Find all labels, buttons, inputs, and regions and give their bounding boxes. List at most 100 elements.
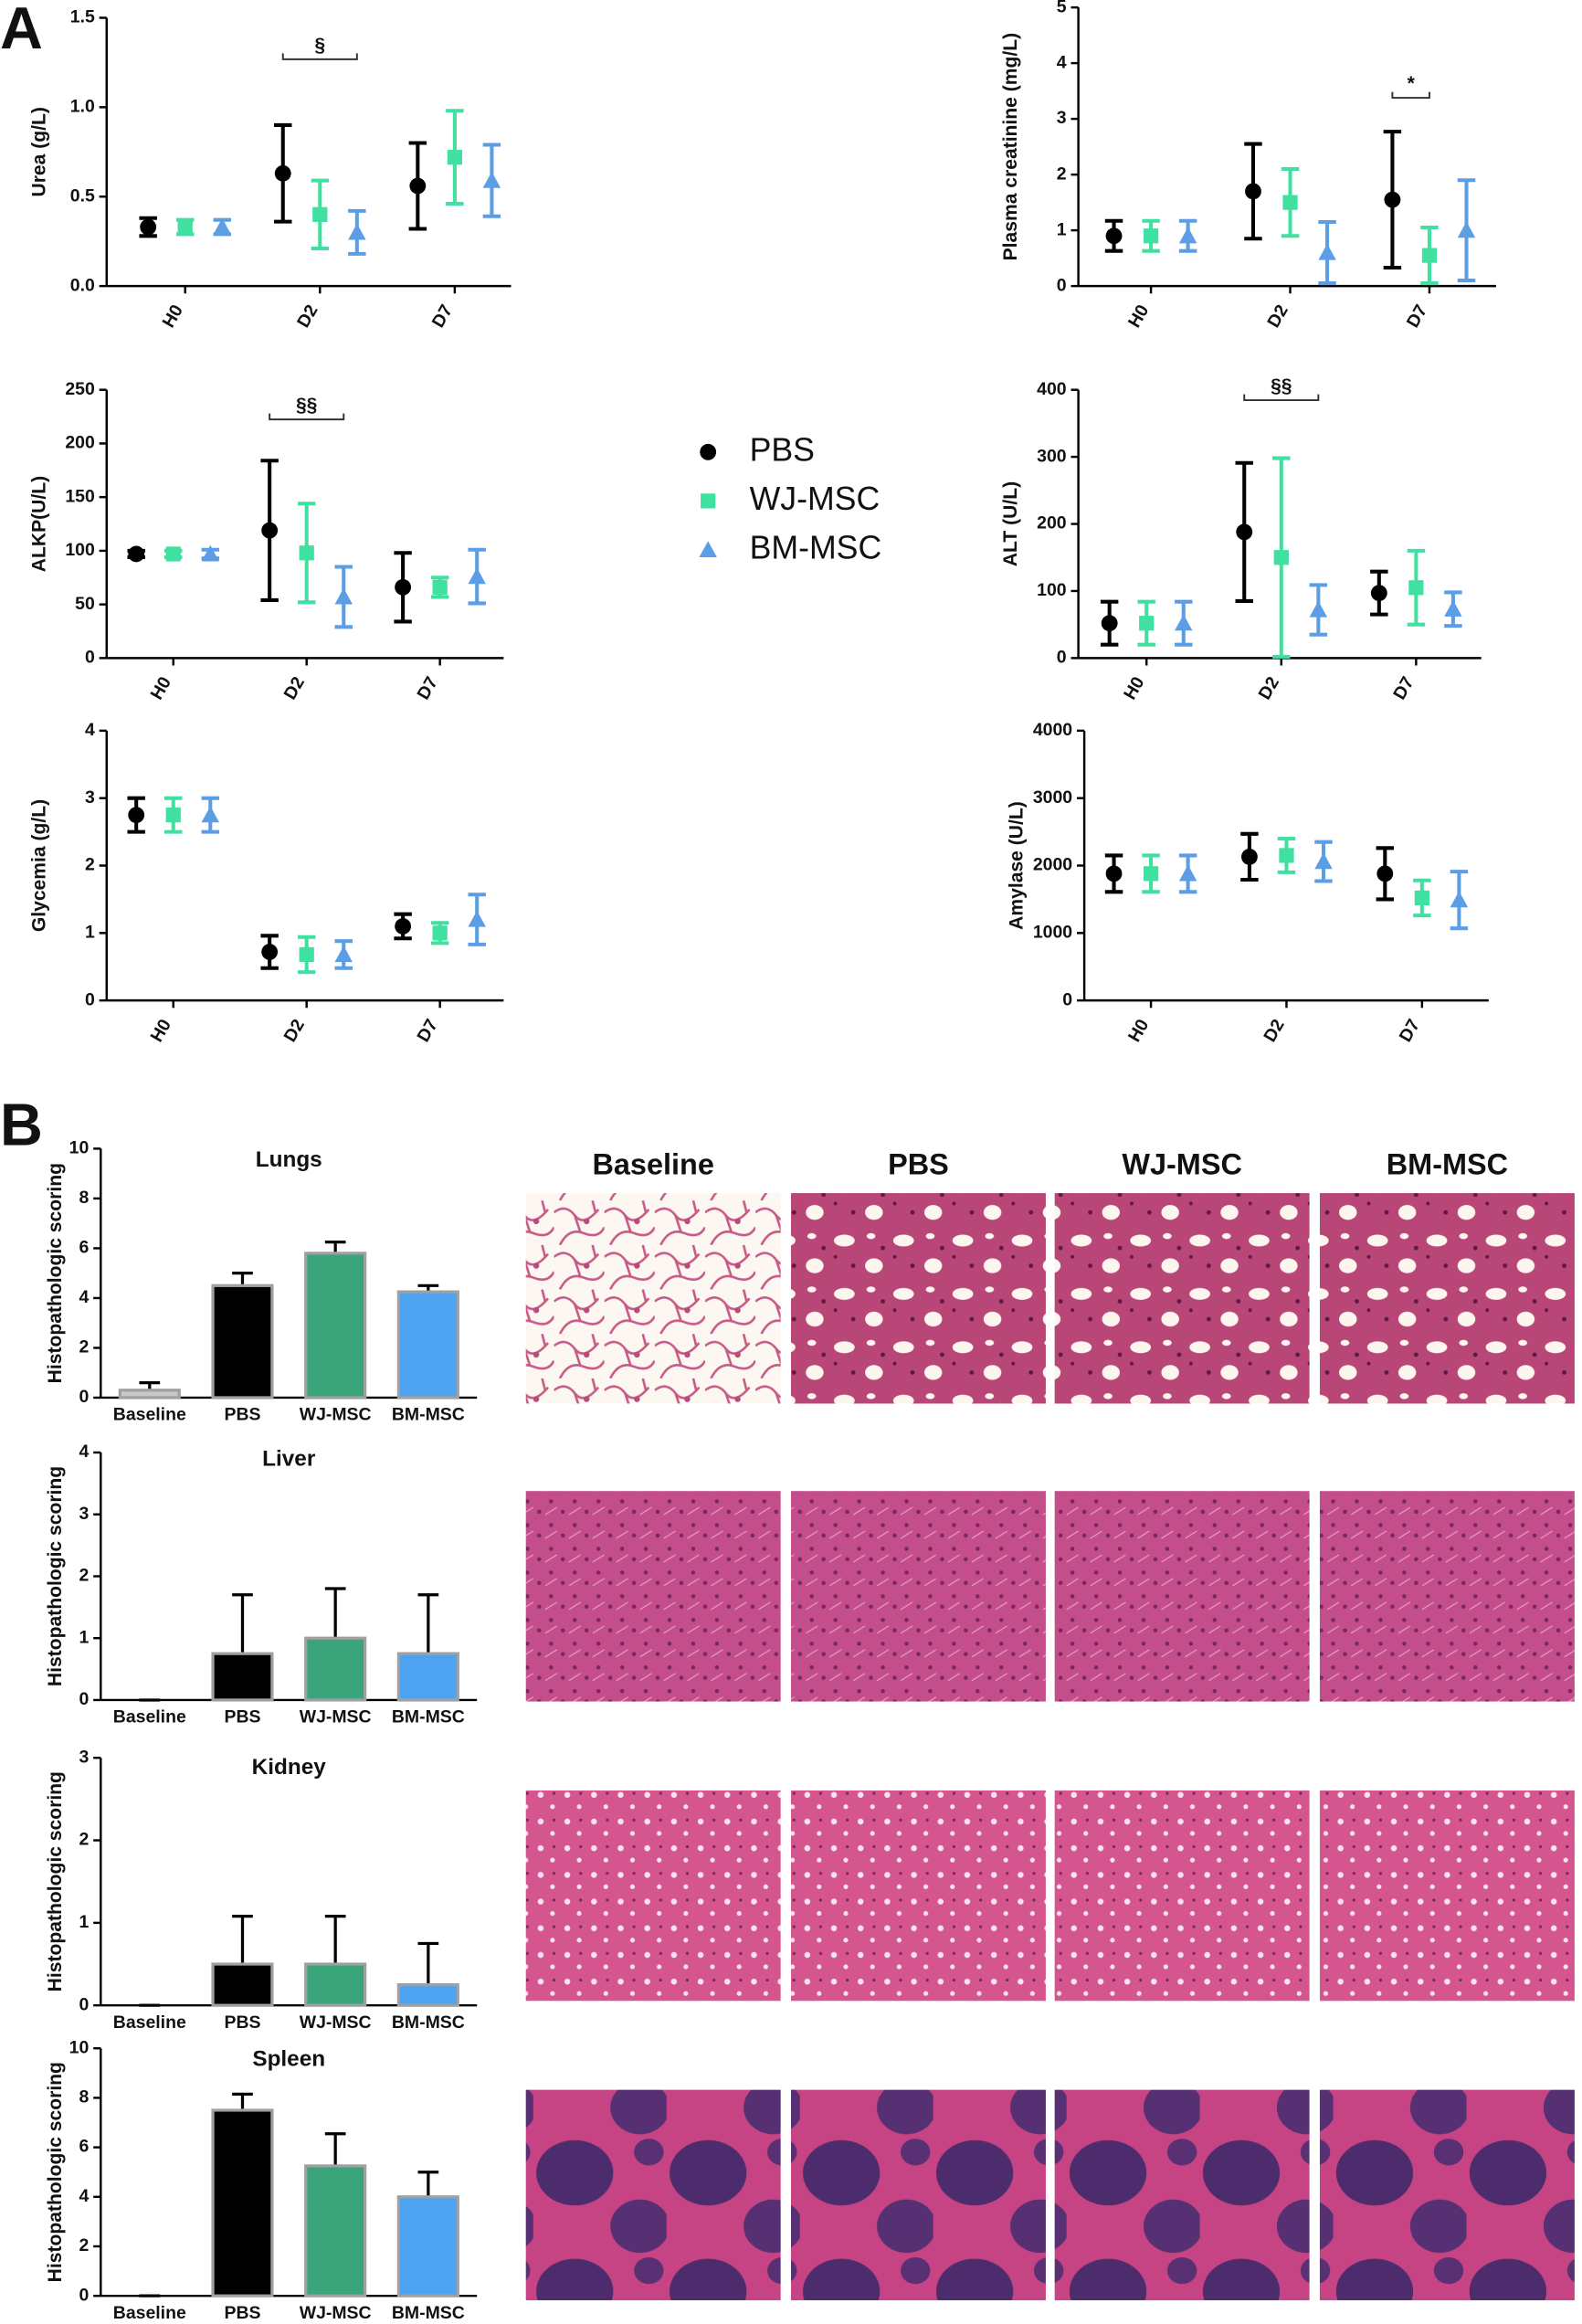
y-tick-label: 2	[79, 1830, 89, 1850]
micrograph	[1054, 2089, 1310, 2301]
data-point	[299, 545, 314, 561]
y-axis-label: Histopathologic scoring	[45, 2062, 66, 2282]
data-point	[482, 171, 501, 188]
bar	[304, 2164, 367, 2298]
x-tick-label: WJ-MSC	[300, 1405, 372, 1425]
data-point	[1444, 600, 1462, 617]
bar	[211, 1652, 274, 1702]
y-tick-label: 4	[1057, 52, 1067, 72]
y-tick-label: 2	[79, 1566, 89, 1586]
significance-bracket	[1391, 91, 1430, 100]
x-tick-label: D7	[1396, 1016, 1424, 1046]
data-point	[1245, 183, 1261, 200]
data-point	[299, 946, 314, 963]
error-bar	[232, 2092, 253, 2110]
y-tick-label: 300	[1037, 446, 1067, 466]
micrograph	[791, 1790, 1046, 2002]
y-tick-label: 1	[1057, 219, 1067, 239]
data-point	[447, 150, 462, 165]
data-point	[1318, 243, 1336, 260]
x-tick-label: D2	[280, 673, 310, 703]
column-header: BM-MSC	[1387, 1147, 1508, 1180]
y-tick-label: 5	[1057, 0, 1067, 16]
data-point	[409, 177, 427, 195]
micrograph	[791, 1491, 1046, 1702]
chart-title: Kidney	[252, 1755, 327, 1780]
column-header: Baseline	[592, 1147, 713, 1180]
legend-label: BM-MSC	[750, 529, 882, 565]
bar	[211, 2108, 274, 2298]
data-point	[701, 493, 716, 509]
y-tick-label: 10	[69, 1138, 90, 1158]
bar	[118, 1389, 181, 1400]
panel-label: A	[0, 0, 43, 61]
error-bar	[232, 1272, 253, 1286]
y-axis-label: Plasma creatinine (mg/L)	[1000, 33, 1021, 261]
x-tick-label: BM-MSC	[392, 1707, 465, 1727]
data-point	[348, 223, 366, 240]
x-tick-label: D2	[1255, 673, 1284, 703]
x-tick-label: D2	[1260, 1016, 1289, 1046]
y-tick-label: 1	[85, 922, 95, 942]
data-point	[334, 945, 353, 963]
data-point	[140, 218, 157, 236]
y-tick-label: 0	[79, 1387, 89, 1407]
data-point	[177, 219, 193, 235]
data-point	[165, 546, 181, 562]
micrograph	[1319, 1790, 1575, 2002]
data-point	[1236, 523, 1253, 541]
bar	[211, 1962, 274, 2007]
data-point	[1143, 228, 1159, 244]
y-tick-label: 1.0	[70, 96, 95, 116]
micrograph	[791, 2089, 1046, 2301]
y-tick-label: 3	[79, 1504, 89, 1524]
significance-bracket	[1243, 394, 1320, 402]
x-tick-label: D2	[293, 301, 322, 332]
x-tick-label: Baseline	[113, 2012, 186, 2033]
y-tick-label: 200	[65, 433, 95, 453]
micrograph	[525, 2089, 781, 2301]
x-tick-label: H0	[147, 673, 176, 703]
y-tick-label: 2	[1057, 164, 1067, 184]
data-point	[1309, 600, 1328, 618]
micrograph	[525, 1491, 781, 1702]
data-point	[1421, 248, 1438, 263]
x-tick-label: D2	[280, 1016, 310, 1046]
data-point	[1105, 865, 1123, 882]
data-point	[432, 925, 448, 941]
y-tick-label: 2000	[1033, 855, 1072, 875]
y-tick-label: 1	[79, 1912, 89, 1932]
y-tick-label: 100	[65, 540, 95, 560]
x-tick-label: Baseline	[113, 1405, 186, 1425]
y-tick-label: 0.0	[70, 275, 95, 295]
x-tick-label: H0	[159, 301, 188, 332]
data-point	[1457, 221, 1476, 238]
micrograph	[791, 1193, 1046, 1404]
bar	[396, 1652, 459, 1702]
micrograph	[525, 1193, 781, 1404]
chart-title: Lungs	[256, 1147, 322, 1172]
y-tick-label: 0	[1062, 989, 1072, 1009]
x-tick-label: Baseline	[113, 1707, 186, 1727]
error-bar	[417, 2171, 439, 2197]
x-tick-label: H0	[1124, 1016, 1154, 1046]
y-tick-label: 1	[79, 1627, 89, 1647]
x-tick-label: PBS	[224, 2012, 260, 2033]
x-tick-label: WJ-MSC	[300, 2012, 372, 2033]
micrograph	[1319, 1491, 1575, 1702]
significance-bracket	[281, 53, 358, 60]
y-tick-label: 0	[85, 989, 95, 1009]
y-tick-label: 8	[79, 2087, 89, 2107]
y-tick-label: 4	[79, 1442, 89, 1462]
x-tick-label: H0	[1120, 673, 1149, 703]
x-tick-label: BM-MSC	[392, 1405, 465, 1425]
x-tick-label: PBS	[224, 2303, 260, 2323]
error-bar	[417, 1593, 439, 1654]
y-tick-label: 6	[79, 2137, 89, 2157]
y-tick-label: 1000	[1033, 922, 1072, 942]
y-tick-label: 150	[65, 486, 95, 506]
y-tick-label: 100	[1037, 580, 1067, 600]
y-tick-label: 0	[79, 1689, 89, 1709]
error-bar	[324, 1915, 346, 1965]
y-tick-label: 2	[79, 1337, 89, 1357]
